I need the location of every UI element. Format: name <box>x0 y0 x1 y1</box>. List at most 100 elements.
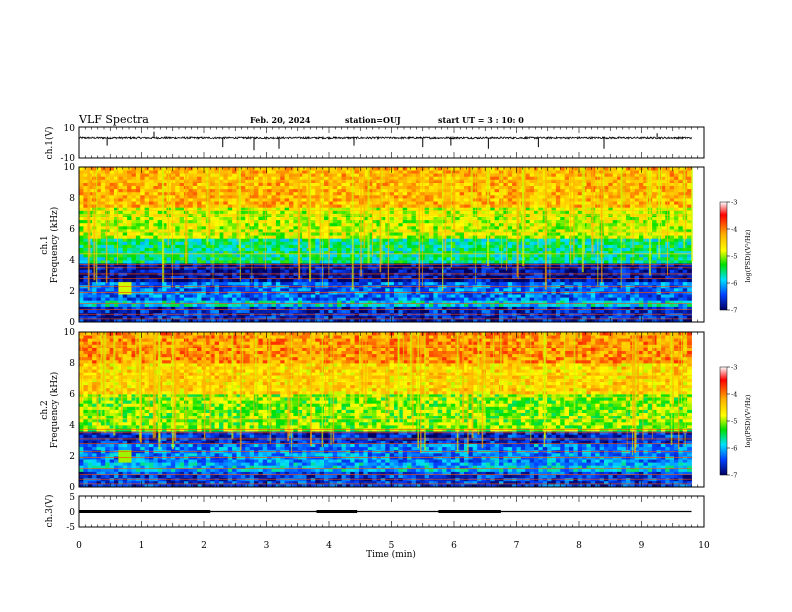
spectrogram-cell <box>337 241 342 245</box>
spectrogram-cell <box>433 173 439 177</box>
spectrogram-cell <box>394 207 399 211</box>
spectrogram-cell <box>79 185 84 190</box>
spectrogram-cell <box>144 247 150 252</box>
spectrogram-cell <box>105 287 111 292</box>
spectrogram-cell <box>210 253 216 258</box>
spectrogram-cell <box>424 260 430 264</box>
spectrogram-cell <box>109 216 115 221</box>
spectrogram-cell <box>267 204 272 208</box>
spectrogram-cell <box>157 250 163 255</box>
spectrogram-cell <box>144 188 150 193</box>
spectrogram-cell <box>223 260 229 264</box>
spectrogram-cell <box>424 207 430 211</box>
spectrogram-cell <box>100 229 106 233</box>
spectrogram-cell <box>131 297 137 301</box>
spectrogram-cell <box>372 297 377 301</box>
spectrogram-cell <box>179 244 185 248</box>
spectrogram-cell <box>402 315 408 320</box>
spectrogram-cell <box>345 204 351 208</box>
spectrogram-cell <box>79 182 84 186</box>
spectrogram-cell <box>100 287 106 292</box>
spectrogram-cell <box>192 204 198 208</box>
spectrogram-cell <box>310 253 316 258</box>
spectrogram-cell <box>131 229 137 233</box>
spectrogram-cell <box>389 281 395 286</box>
spectrogram-cell <box>407 297 412 301</box>
spectrogram-cell <box>411 235 417 239</box>
spectrogram-cell <box>105 269 111 273</box>
spectrogram-cell <box>131 170 137 174</box>
spectrogram-cell <box>170 191 176 196</box>
spectrogram-cell <box>232 294 237 298</box>
spectrogram-cell <box>236 294 242 298</box>
spectrogram-cell <box>175 219 181 224</box>
spectrogram-cell <box>289 253 294 258</box>
spectrogram-cell <box>140 210 146 214</box>
spectrogram-cell <box>105 232 111 236</box>
spectrogram-cell <box>179 198 185 202</box>
spectrogram-cell <box>153 238 159 242</box>
spectrogram-cell <box>319 216 325 221</box>
spectrogram-cell <box>201 278 207 283</box>
spectrogram-cell <box>380 278 386 283</box>
spectrogram-cell <box>385 204 391 208</box>
spectrogram-cell <box>140 232 146 236</box>
spectrogram-cell <box>337 235 342 239</box>
spectrogram-cell <box>87 256 93 261</box>
spectrogram-cell <box>332 222 338 227</box>
spectrogram-cell <box>402 222 408 227</box>
spectrogram-cell <box>149 238 154 242</box>
spectrogram-cell <box>472 309 478 314</box>
spectrogram-cell <box>328 253 334 258</box>
spectrogram-cell <box>157 300 163 304</box>
spectrogram-cell <box>490 232 496 236</box>
spectrogram-cell <box>179 278 185 283</box>
spectrogram-cell <box>131 173 137 177</box>
spectrogram-cell <box>254 297 259 301</box>
spectrogram-cell <box>459 309 465 314</box>
spectrogram-cell <box>153 309 159 314</box>
spectrogram-cell <box>494 281 500 286</box>
spectrogram-cell <box>157 176 163 180</box>
spectrogram-cell <box>385 210 391 214</box>
spectrogram-cell <box>232 225 237 230</box>
spectrogram-cell <box>245 204 251 208</box>
spectrogram-cell <box>118 278 124 283</box>
spectrogram-cell <box>398 241 404 245</box>
spectrogram-cell <box>394 235 399 239</box>
spectrogram-cell <box>105 229 111 233</box>
spectrogram-cell <box>240 247 246 252</box>
spectrogram-cell <box>367 303 373 307</box>
spectrogram-cell <box>96 204 102 208</box>
spectrogram-cell <box>310 225 316 230</box>
spectrogram-cell <box>162 278 167 283</box>
spectrogram-cell <box>122 300 128 304</box>
spectrogram-cell <box>188 229 194 233</box>
spectrogram-cell <box>131 318 137 322</box>
spectrogram-cell <box>437 253 443 258</box>
spectrogram-cell <box>402 297 408 301</box>
spectrogram-cell <box>131 235 137 239</box>
spectrogram-cell <box>354 232 360 236</box>
spectrogram-cell <box>100 260 106 264</box>
spectrogram-cell <box>245 194 251 199</box>
spectrogram-cell <box>455 201 461 205</box>
spectrogram-cell <box>324 225 329 230</box>
spectrogram-cell <box>149 176 154 180</box>
spectrogram-cell <box>135 260 141 264</box>
spectrogram-cell <box>433 216 439 221</box>
spectrogram-cell <box>271 309 277 314</box>
spectrogram-cell <box>450 294 456 298</box>
spectrogram-cell <box>122 222 128 227</box>
spectrogram-cell <box>359 294 364 298</box>
spectrogram-cell <box>114 210 119 214</box>
spectrogram-cell <box>271 182 277 186</box>
spectrogram-cell <box>289 241 294 245</box>
spectrogram-cell <box>227 250 233 255</box>
spectrogram-cell <box>109 219 115 224</box>
spectrogram-cell <box>472 303 478 307</box>
spectrogram-cell <box>490 225 496 230</box>
spectrogram-cell <box>385 216 391 221</box>
spectrogram-cell <box>306 256 312 261</box>
spectrogram-cell <box>157 204 163 208</box>
